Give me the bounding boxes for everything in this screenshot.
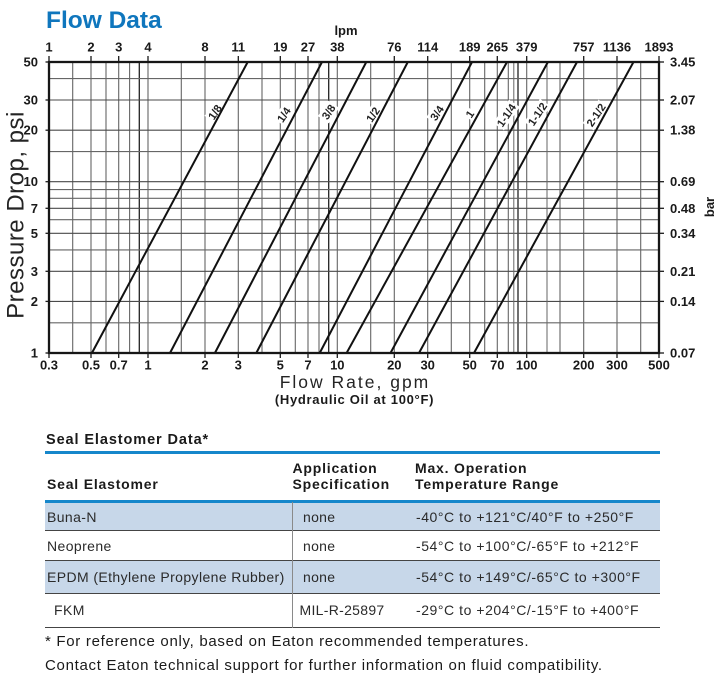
svg-text:(Hydraulic Oil at 100°F): (Hydraulic Oil at 100°F) xyxy=(275,392,434,407)
svg-text:70: 70 xyxy=(490,358,504,373)
svg-text:189: 189 xyxy=(459,40,481,55)
svg-text:19: 19 xyxy=(273,40,287,55)
svg-text:2: 2 xyxy=(201,358,208,373)
svg-text:3.45: 3.45 xyxy=(670,55,695,70)
svg-text:20: 20 xyxy=(387,358,401,373)
svg-text:0.3: 0.3 xyxy=(40,358,58,373)
svg-text:114: 114 xyxy=(417,40,439,55)
svg-text:500: 500 xyxy=(648,358,670,373)
svg-text:1893: 1893 xyxy=(645,40,674,55)
svg-text:30: 30 xyxy=(24,93,38,108)
svg-text:757: 757 xyxy=(573,40,595,55)
svg-text:3: 3 xyxy=(235,358,242,373)
svg-text:38: 38 xyxy=(330,40,344,55)
svg-text:76: 76 xyxy=(387,40,401,55)
svg-text:1.38: 1.38 xyxy=(670,123,695,138)
svg-text:0.48: 0.48 xyxy=(670,201,695,216)
svg-text:5: 5 xyxy=(277,358,284,373)
svg-text:1136: 1136 xyxy=(603,40,631,55)
svg-text:2.07: 2.07 xyxy=(670,93,695,108)
svg-text:5: 5 xyxy=(31,226,38,241)
svg-text:10: 10 xyxy=(24,174,38,189)
svg-text:0.07: 0.07 xyxy=(670,346,695,361)
svg-text:7: 7 xyxy=(304,358,311,373)
svg-text:50: 50 xyxy=(462,358,476,373)
svg-text:11: 11 xyxy=(231,40,245,55)
svg-text:lpm: lpm xyxy=(334,23,357,38)
svg-text:Pressure Drop, psi: Pressure Drop, psi xyxy=(3,111,30,319)
svg-text:30: 30 xyxy=(420,358,434,373)
svg-text:50: 50 xyxy=(24,55,38,70)
svg-text:3: 3 xyxy=(31,264,38,279)
svg-text:1: 1 xyxy=(45,40,52,55)
svg-text:0.7: 0.7 xyxy=(110,358,128,373)
svg-text:7: 7 xyxy=(31,201,38,216)
svg-text:2: 2 xyxy=(87,40,94,55)
svg-text:bar: bar xyxy=(702,197,717,217)
svg-text:0.5: 0.5 xyxy=(82,358,100,373)
svg-text:27: 27 xyxy=(301,40,315,55)
svg-text:2: 2 xyxy=(31,294,38,309)
svg-text:379: 379 xyxy=(516,40,538,55)
svg-text:20: 20 xyxy=(24,123,38,138)
svg-text:1: 1 xyxy=(31,346,38,361)
svg-text:100: 100 xyxy=(516,358,538,373)
svg-text:Flow Rate, gpm: Flow Rate, gpm xyxy=(280,372,431,392)
svg-text:0.69: 0.69 xyxy=(670,174,695,189)
svg-text:0.34: 0.34 xyxy=(670,226,696,241)
svg-text:10: 10 xyxy=(330,358,344,373)
svg-text:4: 4 xyxy=(144,40,152,55)
svg-text:1: 1 xyxy=(144,358,151,373)
svg-text:200: 200 xyxy=(573,358,595,373)
svg-text:3: 3 xyxy=(115,40,122,55)
svg-text:265: 265 xyxy=(486,40,508,55)
svg-text:0.14: 0.14 xyxy=(670,294,696,309)
svg-text:8: 8 xyxy=(201,40,208,55)
svg-text:0.21: 0.21 xyxy=(670,264,695,279)
svg-text:300: 300 xyxy=(606,358,628,373)
